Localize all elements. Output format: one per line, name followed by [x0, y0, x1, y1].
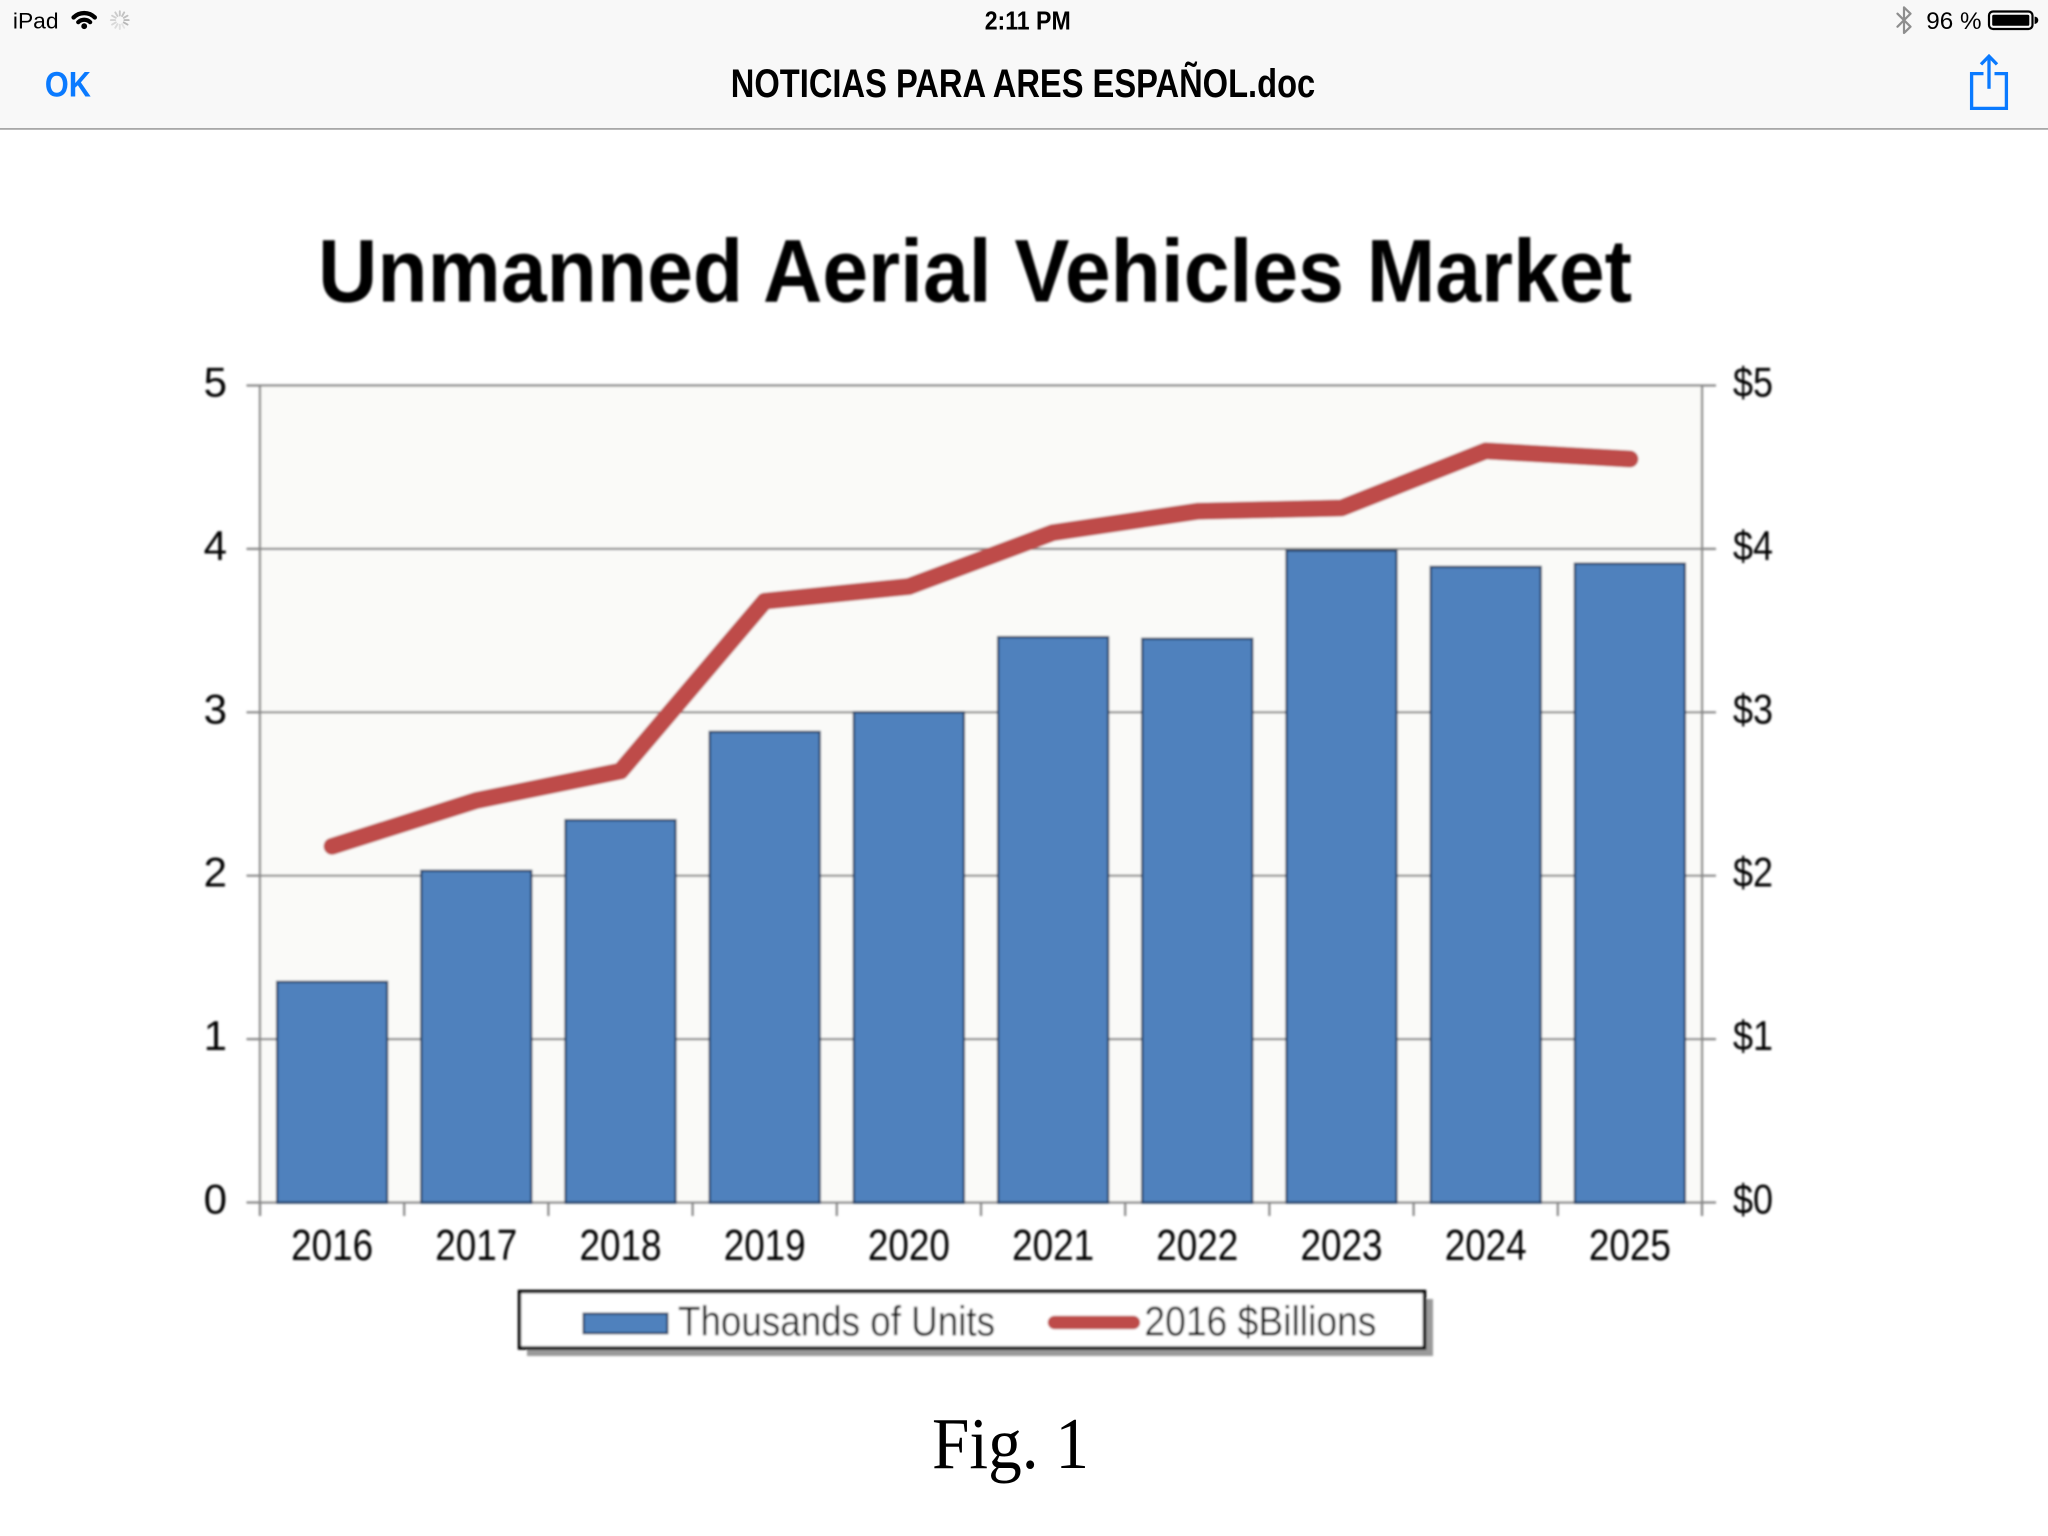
svg-text:$3: $3: [1733, 685, 1773, 732]
svg-text:2: 2: [204, 849, 227, 896]
svg-text:2:11 PM: 2:11 PM: [985, 5, 1071, 35]
svg-text:$5: $5: [1733, 359, 1773, 406]
svg-text:0: 0: [204, 1176, 227, 1223]
svg-text:$2: $2: [1733, 849, 1773, 896]
svg-text:$4: $4: [1733, 522, 1773, 569]
svg-text:Fig. 1: Fig. 1: [932, 1403, 1089, 1484]
svg-text:2020: 2020: [868, 1221, 950, 1270]
svg-text:2023: 2023: [1301, 1221, 1383, 1270]
svg-text:iPad: iPad: [13, 9, 59, 34]
svg-text:2018: 2018: [580, 1221, 662, 1270]
svg-text:2017: 2017: [435, 1221, 517, 1270]
svg-text:OK: OK: [45, 66, 91, 105]
svg-text:96 %: 96 %: [1926, 8, 1981, 35]
svg-text:3: 3: [204, 685, 227, 732]
svg-text:$0: $0: [1733, 1176, 1773, 1223]
svg-text:2022: 2022: [1156, 1221, 1238, 1270]
svg-text:2019: 2019: [724, 1221, 806, 1270]
svg-text:2016: 2016: [291, 1221, 373, 1270]
svg-text:2021: 2021: [1012, 1221, 1094, 1270]
svg-text:5: 5: [204, 359, 227, 406]
svg-text:2016 $Billions: 2016 $Billions: [1144, 1298, 1376, 1345]
svg-text:Thousands of Units: Thousands of Units: [678, 1298, 995, 1345]
svg-text:2025: 2025: [1589, 1221, 1671, 1270]
svg-text:1: 1: [204, 1012, 227, 1059]
svg-text:2024: 2024: [1445, 1221, 1527, 1270]
svg-text:NOTICIAS PARA ARES ESPAÑOL.doc: NOTICIAS PARA ARES ESPAÑOL.doc: [731, 60, 1315, 106]
svg-text:4: 4: [204, 522, 227, 569]
svg-text:$1: $1: [1733, 1012, 1773, 1059]
svg-text:Unmanned Aerial Vehicles Marke: Unmanned Aerial Vehicles Market: [318, 221, 1632, 321]
